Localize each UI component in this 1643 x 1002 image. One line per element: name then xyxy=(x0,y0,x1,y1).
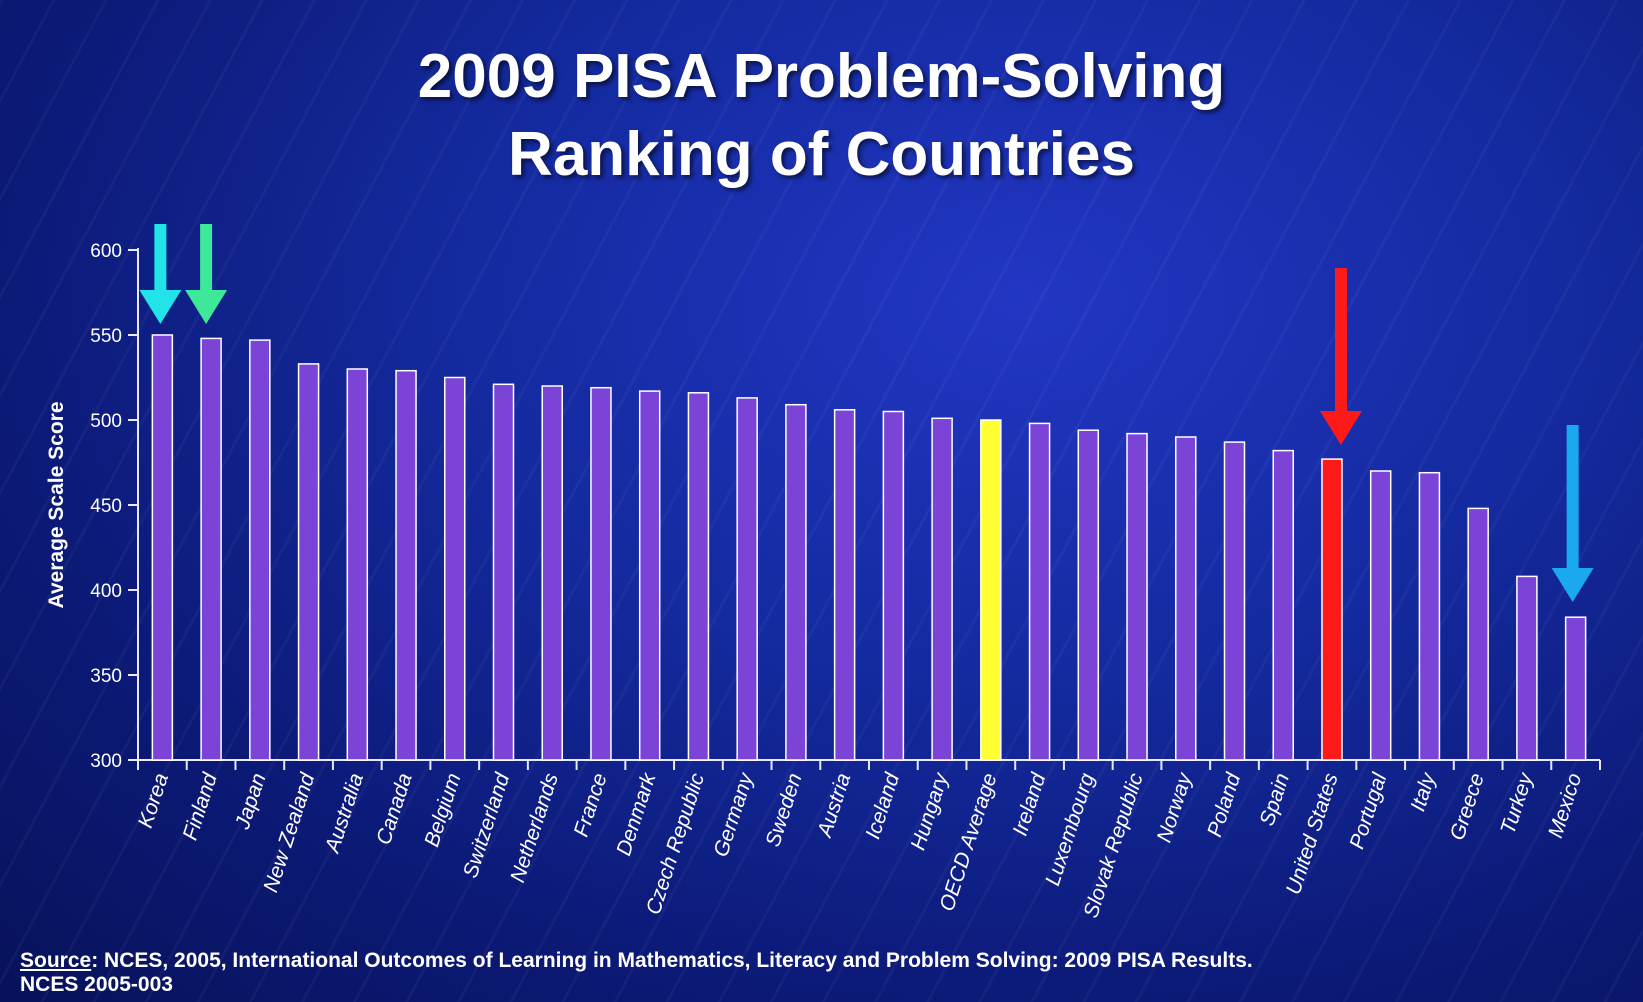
bar-turkey xyxy=(1516,575,1538,761)
x-tick-label: Portugal xyxy=(1345,769,1391,852)
bar-netherlands xyxy=(541,385,563,761)
x-tick-label: Finland xyxy=(179,769,223,843)
arrow-united-states xyxy=(1319,268,1362,445)
chart-title: 2009 PISA Problem-Solving Ranking of Cou… xyxy=(0,38,1643,194)
bar-denmark xyxy=(638,390,661,761)
x-tick-label: Spain xyxy=(1256,770,1294,828)
title-line-2: Ranking of Countries xyxy=(508,120,1135,189)
bar-italy xyxy=(1418,471,1441,761)
source-text: : NCES, 2005, International Outcomes of … xyxy=(91,949,1253,972)
x-tick-label: Germany xyxy=(709,769,758,860)
bar-mexico xyxy=(1564,616,1587,761)
bar-portugal xyxy=(1369,470,1392,761)
bar-switzerland xyxy=(492,383,515,761)
x-tick-label: Italy xyxy=(1406,769,1440,814)
title-line-1: 2009 PISA Problem-Solving xyxy=(417,42,1226,111)
x-tick-label: Canada xyxy=(372,770,417,847)
source-label: Source xyxy=(20,949,92,972)
x-tick-label: Austria xyxy=(813,770,856,841)
x-tick-label: Switzerland xyxy=(459,769,515,881)
y-tick-label: 550 xyxy=(90,326,122,347)
bar-korea xyxy=(151,334,174,761)
bar-austria xyxy=(833,409,856,761)
bar-poland xyxy=(1223,441,1246,761)
arrow-finland xyxy=(185,224,228,324)
bar-new-zealand xyxy=(297,363,320,761)
x-tick-label: Turkey xyxy=(1496,769,1538,837)
bar-canada xyxy=(395,369,417,761)
x-tick-label: Ireland xyxy=(1009,769,1051,838)
x-tick-label: Korea xyxy=(134,770,173,830)
y-tick-label: 600 xyxy=(90,241,122,262)
x-tick-label: Norway xyxy=(1153,769,1197,845)
bar-australia xyxy=(346,368,369,761)
x-tick-label: France xyxy=(570,770,612,839)
x-tick-label: Mexico xyxy=(1544,770,1587,841)
x-tick-label: Luxembourg xyxy=(1041,770,1099,888)
y-tick-label: 350 xyxy=(90,666,122,687)
bar-hungary xyxy=(931,417,953,761)
x-tick-label: Denmark xyxy=(612,769,661,859)
y-axis-title: Average Scale Score xyxy=(45,401,68,608)
arrow-korea xyxy=(139,224,182,324)
bar-finland xyxy=(200,337,222,761)
x-tick-label: Australia xyxy=(320,770,368,857)
x-tick-label: Sweden xyxy=(761,770,806,849)
bar-luxembourg xyxy=(1077,429,1100,761)
bar-united-states xyxy=(1321,458,1343,761)
bar-sweden xyxy=(785,403,807,761)
x-tick-label: Poland xyxy=(1203,769,1245,840)
source-note: Source: NCES, 2005, International Outcom… xyxy=(20,949,1253,997)
bar-slovak-republic xyxy=(1126,432,1148,761)
x-tick-label: Hungary xyxy=(906,769,953,853)
y-tick-label: 400 xyxy=(90,581,122,602)
arrow-mexico xyxy=(1551,425,1594,602)
bar-france xyxy=(590,386,612,761)
bar-japan xyxy=(249,339,271,761)
bar-oecd-average xyxy=(980,419,1002,761)
x-tick-label: Japan xyxy=(231,770,271,832)
x-tick-label: Netherlands xyxy=(506,770,563,885)
x-tick-label: United States xyxy=(1282,770,1343,897)
bar-iceland xyxy=(882,410,905,761)
bar-czech-republic xyxy=(687,392,710,761)
bar-greece xyxy=(1467,507,1489,761)
y-tick-label: 300 xyxy=(90,751,122,772)
bar-norway xyxy=(1175,436,1197,761)
x-tick-label: New Zealand xyxy=(259,769,320,895)
bar-germany xyxy=(736,397,758,761)
x-tick-label: Greece xyxy=(1446,770,1489,843)
x-tick-label: Iceland xyxy=(861,769,904,842)
x-tick-label: Belgium xyxy=(420,770,465,849)
y-tick-label: 500 xyxy=(90,411,122,432)
y-tick-label: 450 xyxy=(90,496,122,517)
bar-belgium xyxy=(444,376,466,761)
bar-spain xyxy=(1272,449,1294,761)
source-line-2: NCES 2005-003 xyxy=(20,973,173,996)
bar-ireland xyxy=(1028,422,1051,761)
